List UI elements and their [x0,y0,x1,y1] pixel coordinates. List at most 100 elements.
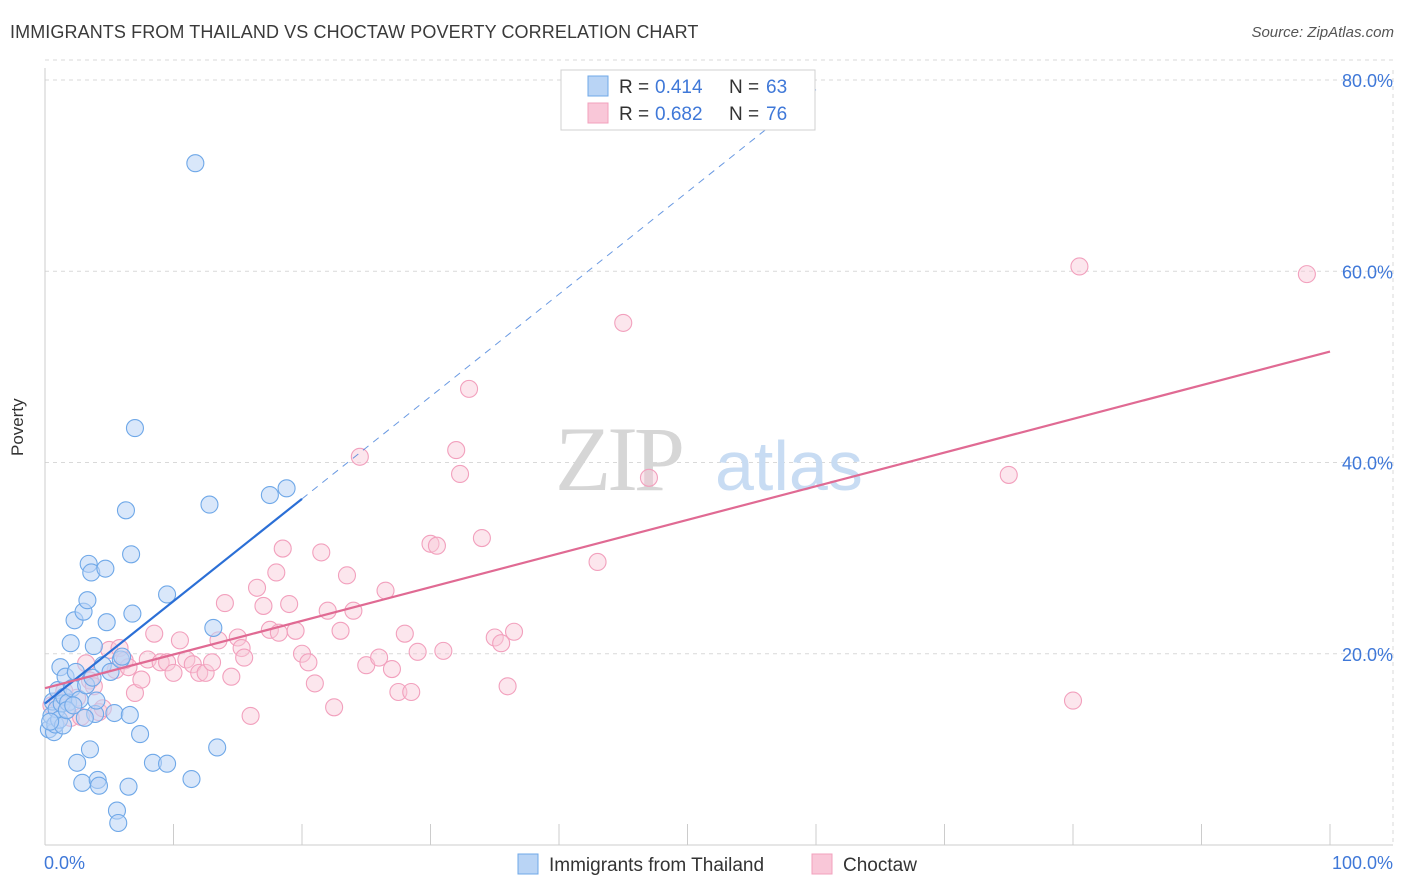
point-choctaw-36 [247,578,267,597]
point-choctaw-26 [190,663,209,682]
point-thailand-38 [109,813,128,833]
stats-r-value-1: 0.414 [655,77,703,98]
point-thailand-45 [123,604,142,623]
point-choctaw-28 [203,653,222,672]
point-choctaw-75 [639,468,659,487]
point-thailand-55 [208,738,227,757]
watermark-atlas: atlas [715,427,863,505]
point-choctaw-60 [402,682,421,702]
series-legend: Immigrants from Thailand Choctaw [517,853,917,876]
point-thailand-61 [87,691,106,710]
point-choctaw-50 [331,621,350,640]
point-thailand-46 [125,419,144,438]
stats-r-label-1: R = [619,77,649,98]
point-thailand-33 [96,559,115,578]
point-choctaw-68 [472,528,491,548]
point-choctaw-77 [1063,691,1083,710]
point-thailand-58 [41,712,60,731]
point-choctaw-34 [235,648,254,667]
stats-n-label-1: N = [729,77,759,98]
point-thailand-52 [186,154,205,173]
point-thailand-42 [119,777,138,796]
y-tick-label-40: 40.0% [1342,454,1393,474]
point-thailand-44 [122,545,141,564]
point-thailand-41 [116,501,136,520]
stats-swatch-blue [587,75,609,97]
point-choctaw-79 [1297,265,1316,284]
stats-r-value-2: 0.682 [655,104,703,125]
legend-label-choctaw: Choctaw [843,855,917,876]
trend-line-thailand [44,497,303,705]
point-thailand-50 [158,585,177,604]
stats-r-label-2: R = [619,104,649,125]
point-choctaw-66 [451,464,470,484]
point-thailand-60 [64,696,83,715]
legend-swatch-thailand [517,853,539,875]
watermark-zip: ZIP [555,408,682,510]
point-choctaw-58 [389,682,408,702]
point-thailand-25 [80,740,100,759]
point-choctaw-67 [459,379,479,398]
point-choctaw-45 [299,653,318,672]
point-choctaw-76 [999,465,1018,484]
point-thailand-40 [113,647,132,666]
stats-legend: R = 0.414 N = 63 R = 0.682 N = 76 [560,69,816,131]
trend-line-thailand-extension [301,89,817,500]
point-thailand-20 [73,773,92,792]
point-choctaw-62 [421,534,440,553]
point-choctaw-63 [427,536,446,555]
point-thailand-43 [120,705,139,725]
point-choctaw-30 [215,594,234,613]
point-choctaw-57 [382,659,402,679]
tick-labels: 20.0% 40.0% 60.0% 80.0% 0.0% 100.0% [44,71,1393,873]
point-choctaw-22 [164,663,183,682]
point-thailand-18 [68,753,87,772]
point-choctaw-65 [447,441,466,460]
point-thailand-57 [277,479,296,498]
stats-n-value-1: 63 [766,77,787,98]
point-choctaw-70 [492,634,511,653]
point-choctaw-72 [504,622,524,641]
point-choctaw-35 [241,706,260,725]
stats-n-value-2: 76 [766,104,787,125]
point-thailand-31 [89,776,109,795]
point-thailand-47 [131,725,150,744]
point-choctaw-17 [132,670,151,689]
point-thailand-54 [204,618,223,637]
watermark: ZIP atlas [555,408,863,510]
point-choctaw-53 [350,447,369,466]
point-choctaw-19 [145,624,164,643]
point-thailand-51 [182,769,201,789]
point-choctaw-37 [254,596,273,615]
chart-title: IMMIGRANTS FROM THAILAND VS CHOCTAW POVE… [10,22,699,42]
point-choctaw-74 [614,313,633,332]
point-choctaw-41 [273,539,292,558]
y-tick-label-60: 60.0% [1342,262,1393,282]
point-choctaw-31 [222,667,241,686]
point-choctaw-71 [498,677,517,696]
point-thailand-28 [84,637,103,656]
stats-swatch-pink [587,102,609,124]
point-choctaw-23 [170,631,189,650]
point-choctaw-39 [267,563,286,582]
stats-n-label-2: N = [729,104,759,125]
x-tick-label-right: 100.0% [1332,853,1393,873]
grid-lines [45,59,1394,845]
point-thailand-36 [105,703,124,723]
trend-line-choctaw [44,350,1331,690]
data-points [39,154,1316,833]
legend-label-thailand: Immigrants from Thailand [549,855,764,876]
point-choctaw-47 [312,543,331,562]
point-thailand-14 [61,634,80,653]
source-label: Source: ZipAtlas.com [1251,24,1394,41]
point-thailand-56 [260,485,279,505]
point-choctaw-51 [337,566,357,585]
point-choctaw-78 [1070,257,1089,276]
point-choctaw-49 [325,698,344,717]
point-choctaw-46 [305,674,324,693]
point-thailand-49 [158,754,177,773]
point-thailand-62 [75,708,94,727]
point-choctaw-55 [370,648,389,667]
point-choctaw-61 [408,642,427,661]
y-tick-label-20: 20.0% [1342,645,1393,665]
